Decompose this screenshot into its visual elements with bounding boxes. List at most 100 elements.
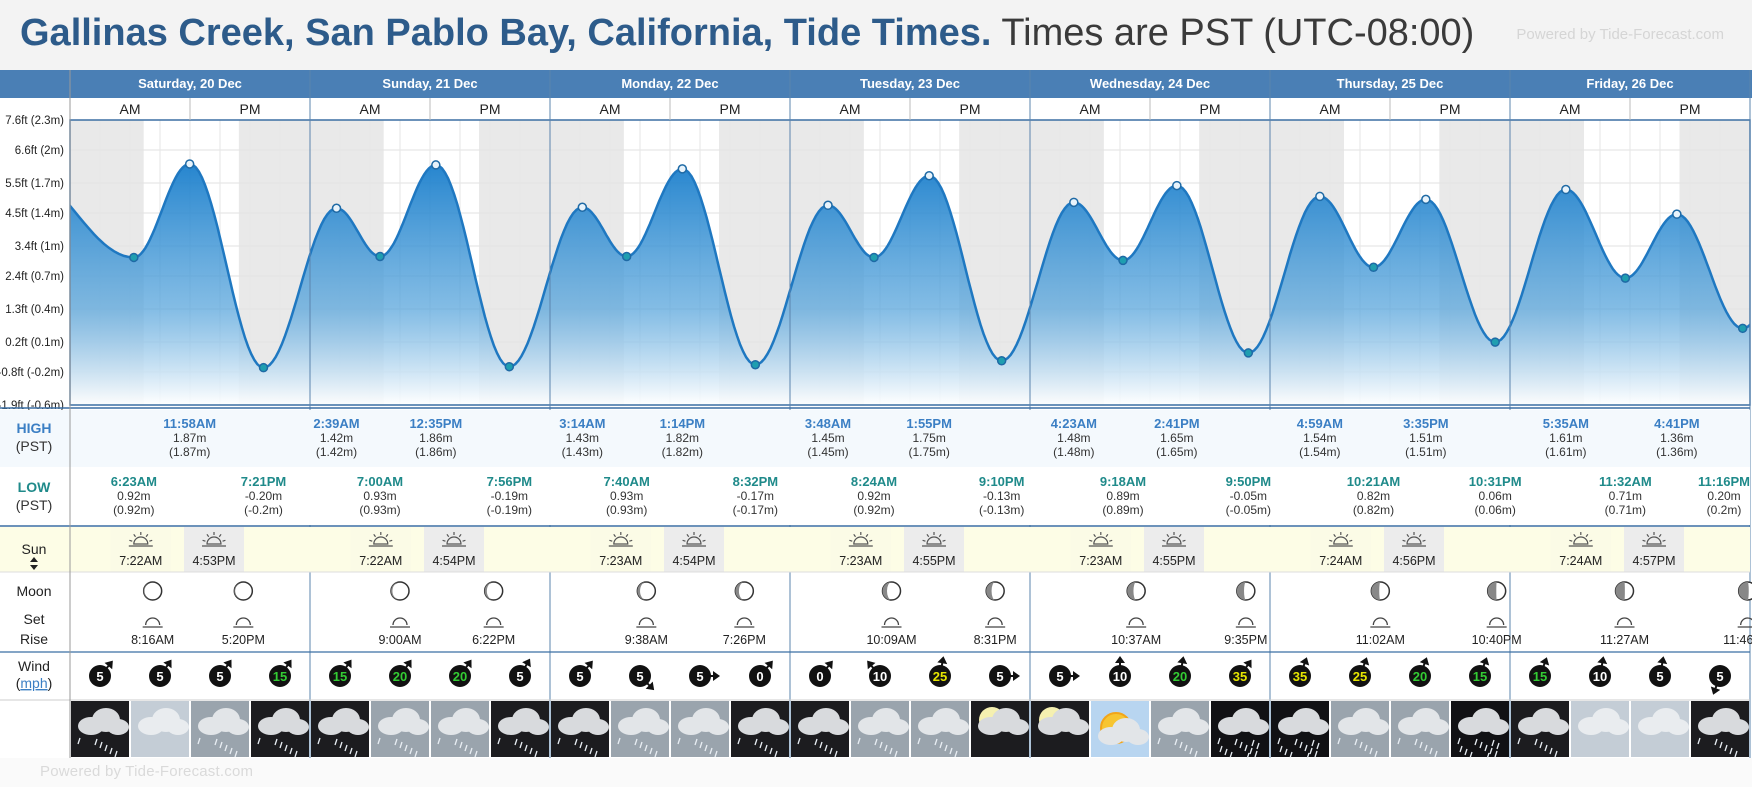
tide-point-high: [823, 200, 833, 211]
tide-low-time: 6:23AM: [111, 474, 157, 489]
wind-indicator: 20: [1169, 656, 1191, 687]
wind-arrow-head: [283, 659, 292, 669]
wind-disc: [1589, 665, 1611, 687]
weather-rain-night-icon: [551, 701, 609, 758]
tide-high-time: 3:14AM: [559, 416, 605, 431]
wind-arrow-head: [1710, 686, 1721, 695]
wind-indicator: 35: [1229, 659, 1252, 687]
moon-horizon-arc: [1740, 617, 1752, 626]
moon-phase-icon: [1486, 581, 1507, 601]
day-header-label: Monday, 22 Dec: [621, 76, 718, 91]
tide-low-height-alt: (0.06m): [1474, 503, 1515, 517]
tide-high-height: 1.86m: [419, 431, 452, 445]
rain-drop: [1369, 747, 1373, 755]
sun-ray: [853, 533, 856, 538]
tide-high-height: 1.48m: [1057, 431, 1090, 445]
sun-ray: [629, 539, 633, 542]
wind-indicator: 20: [389, 659, 412, 687]
wind-indicator: 10: [1109, 656, 1131, 687]
tide-low-height-alt: (0.92m): [853, 503, 894, 517]
sun-ray: [1333, 533, 1336, 538]
wind-speed: 5: [96, 669, 103, 684]
rain-drop: [529, 747, 533, 755]
rain-drop: [334, 738, 338, 746]
moon-shadow: [1127, 582, 1137, 600]
tide-high-height: 1.42m: [320, 431, 353, 445]
wind-disc: [1409, 665, 1431, 687]
moon-horizon-arc: [883, 617, 900, 626]
wind-indicator: 5: [209, 659, 232, 687]
moon-phase-icon: [734, 581, 755, 601]
pm-label: PM: [240, 101, 261, 117]
wind-disc: [389, 665, 411, 687]
rain-drop: [949, 747, 953, 755]
high-row-label: HIGH: [17, 420, 52, 436]
rain-drop: [404, 744, 408, 752]
wind-speed: 15: [273, 669, 287, 684]
cloud-puff: [1607, 719, 1629, 735]
rain-drop: [1314, 750, 1318, 758]
weather-rain-night-icon: [1691, 701, 1749, 758]
rain-drop: [819, 741, 823, 749]
low-row-pst: (PST): [16, 497, 53, 513]
rain-drop: [534, 750, 538, 758]
tide-point-low: [129, 252, 139, 263]
rain-drop: [284, 744, 288, 752]
pm-label: PM: [1440, 101, 1461, 117]
cloud-puff: [1547, 719, 1569, 735]
sunset-icon: [682, 532, 706, 547]
tide-low-height: 0.92m: [117, 489, 150, 503]
rain-drop: [889, 747, 893, 755]
rain-drop: [459, 741, 463, 749]
sun-ray: [1105, 533, 1109, 538]
rain-drop: [344, 744, 348, 752]
cloud-puff: [587, 719, 609, 735]
sun-ray: [1162, 539, 1166, 542]
am-label: AM: [120, 101, 141, 117]
tide-low-height: 0.93m: [363, 489, 396, 503]
rain-drop: [99, 741, 103, 749]
cloud-puff: [1487, 719, 1509, 735]
wind-speed: 35: [1293, 669, 1307, 684]
rain-drop: [1714, 738, 1718, 746]
tide-low-time: 8:32PM: [733, 474, 779, 489]
moon-set-time: 11:02AM: [1356, 633, 1405, 647]
am-label: AM: [1080, 101, 1101, 117]
sun-row-label: Sun: [22, 541, 47, 557]
wind-disc: [449, 665, 471, 687]
rain-drop: [1219, 745, 1223, 753]
y-tick-label: -0.8ft (-0.2m): [0, 367, 64, 379]
wind-speed: 0: [816, 669, 823, 684]
rain-drop: [1534, 738, 1538, 746]
wind-speed: 10: [873, 669, 887, 684]
wind-disc: [629, 665, 651, 687]
rain-drop: [1217, 737, 1221, 745]
cloud-puff: [107, 719, 129, 735]
wind-indicator: 5: [1709, 665, 1731, 695]
rain-drop: [1359, 741, 1363, 749]
rain-drop: [677, 737, 681, 745]
sunrise-icon: [128, 532, 153, 547]
paren: (: [16, 675, 21, 691]
moon-shadow: [986, 582, 996, 600]
rain-drop: [934, 738, 938, 746]
sun-ray: [1569, 539, 1573, 542]
rain-drop: [1234, 738, 1238, 746]
tide-high-height-alt: (1.43m): [562, 445, 603, 459]
tide-high-height-alt: (1.51m): [1405, 445, 1446, 459]
tide-low-time: 10:21AM: [1347, 474, 1400, 489]
wind-speed: 15: [1473, 669, 1487, 684]
rain-drop: [1729, 747, 1733, 755]
tide-point-high: [1421, 194, 1431, 205]
moon-shadow: [1236, 582, 1246, 600]
weather-sun-cloud-icon: [1091, 701, 1149, 757]
sun-ray: [1642, 539, 1646, 542]
moon-shadow: [484, 582, 494, 600]
tide-low-height: -0.19m: [491, 489, 528, 503]
mph-link[interactable]: mph: [20, 675, 47, 691]
rain-drop: [654, 750, 658, 758]
sun-ray: [1178, 533, 1182, 538]
tide-low-height-alt: (0.93m): [606, 503, 647, 517]
sun-half-icon: [206, 536, 222, 545]
wind-speed: 5: [636, 669, 643, 684]
